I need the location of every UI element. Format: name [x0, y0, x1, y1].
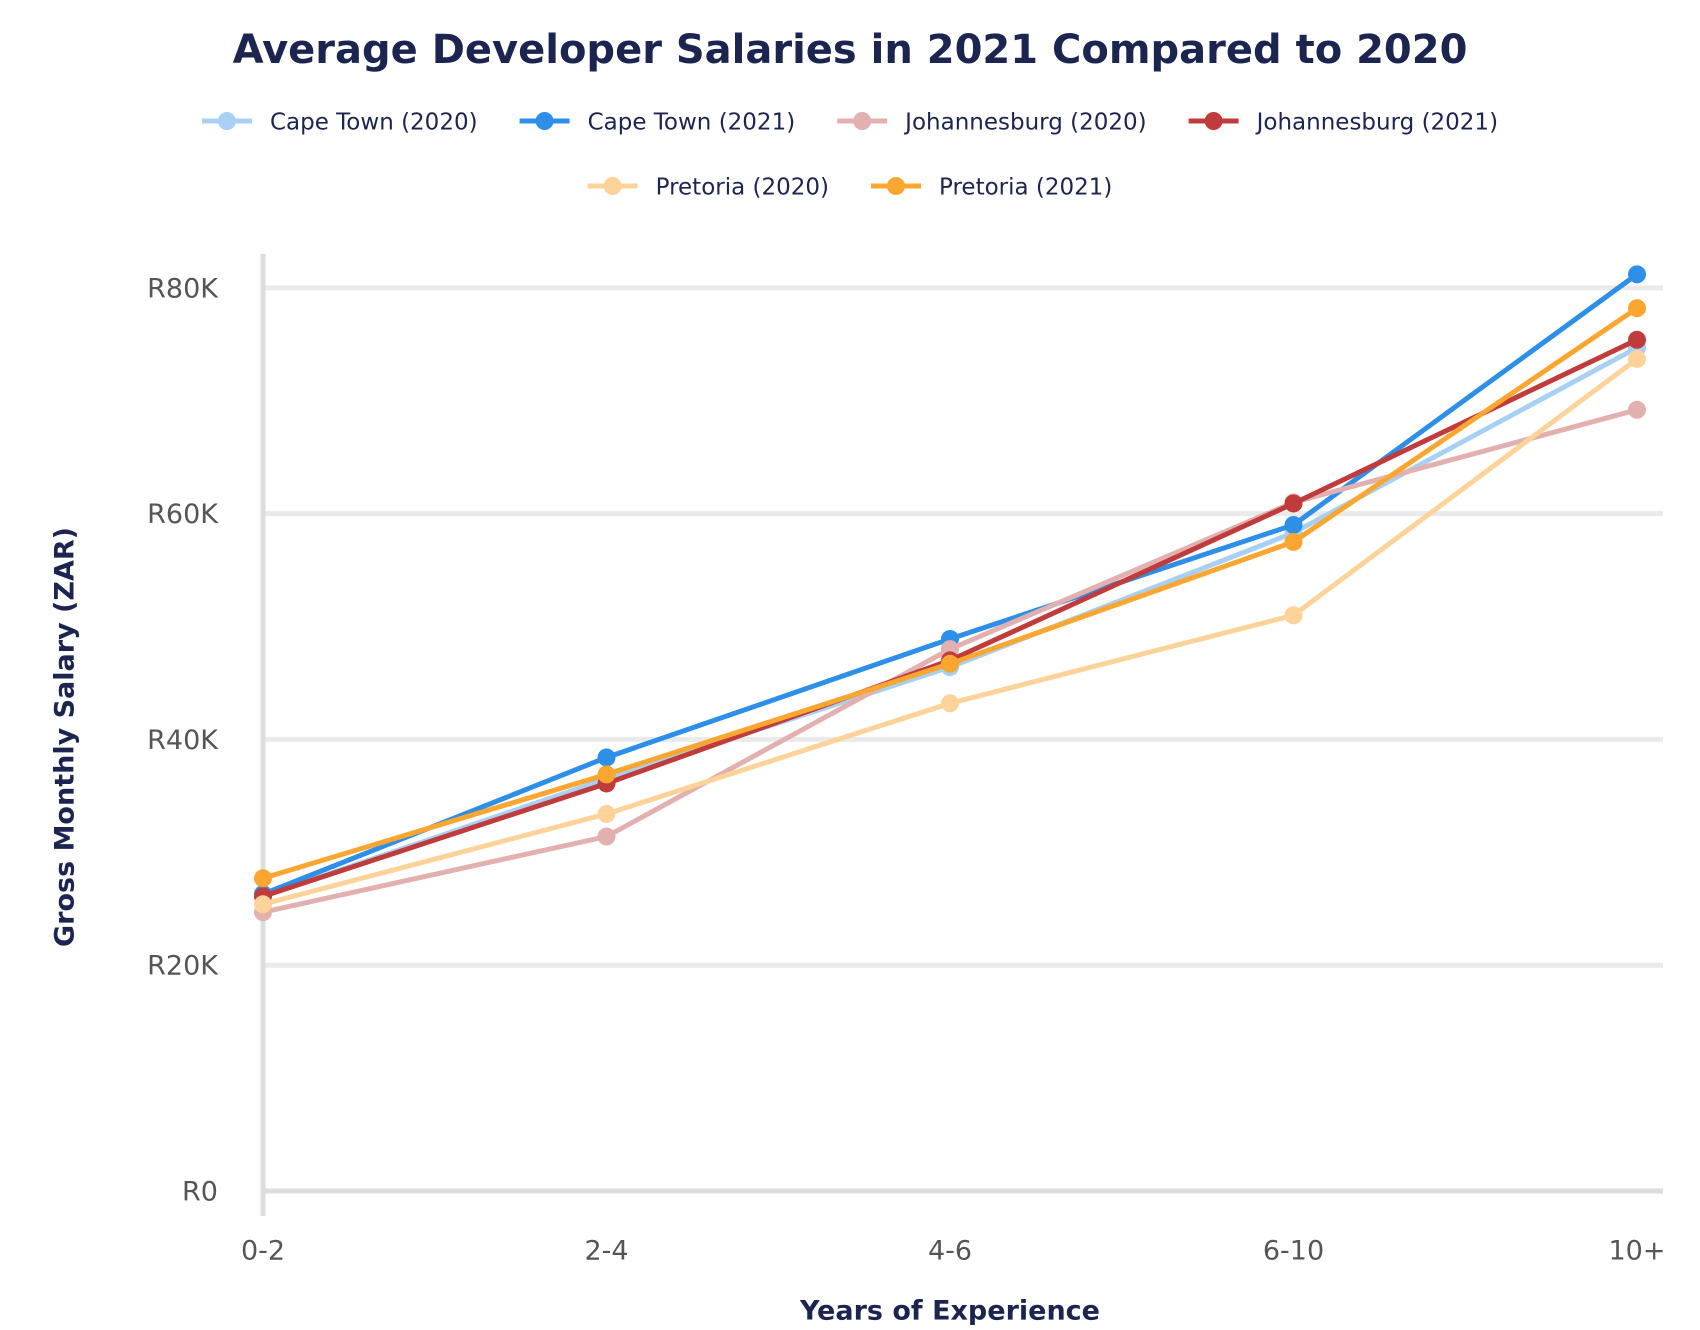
legend-marker	[853, 112, 872, 130]
legend-marker	[535, 112, 554, 130]
legend-label: Pretoria (2021)	[939, 175, 1112, 201]
legend-marker	[1204, 112, 1223, 130]
legend-item: Pretoria (2020)	[587, 175, 829, 201]
legend-marker	[603, 177, 622, 195]
y-tick-label: R0	[182, 1177, 218, 1208]
legend-item: Pretoria (2021)	[871, 175, 1112, 201]
data-point	[254, 895, 272, 914]
data-point	[1284, 532, 1303, 551]
data-point	[1628, 349, 1646, 368]
data-point	[941, 694, 959, 713]
legend-marker	[217, 112, 236, 130]
legend-item: Johannesburg (2021)	[1188, 110, 1498, 136]
data-point	[1284, 494, 1303, 513]
legend-marker	[887, 177, 905, 195]
x-tick-label: 10+	[1609, 1236, 1666, 1267]
y-tick-label: R40K	[147, 725, 219, 756]
legend-label: Cape Town (2021)	[588, 110, 796, 136]
data-point	[1628, 299, 1646, 318]
data-point	[1628, 330, 1646, 349]
data-point	[597, 804, 616, 823]
y-tick-label: R60K	[147, 499, 219, 530]
legend-item: Johannesburg (2020)	[837, 110, 1147, 136]
data-point	[1628, 400, 1646, 419]
x-tick-label: 6-10	[1263, 1236, 1324, 1267]
x-axis-label: Years of Experience	[799, 1296, 1100, 1327]
y-tick-label: R20K	[147, 951, 219, 982]
data-point	[597, 765, 616, 784]
y-axis-label: Gross Monthly Salary (ZAR)	[50, 527, 81, 947]
series-line	[262, 306, 1639, 881]
series-line	[262, 272, 1639, 897]
data-point	[1284, 515, 1303, 534]
data-point	[254, 869, 272, 888]
data-point	[597, 827, 616, 846]
legend-label: Cape Town (2020)	[270, 110, 478, 136]
legend-item: Cape Town (2021)	[519, 110, 796, 136]
data-point	[1628, 265, 1646, 284]
chart-title: Average Developer Salaries in 2021 Compa…	[233, 27, 1468, 73]
legend-item: Cape Town (2020)	[201, 110, 478, 136]
legend-label: Johannesburg (2020)	[903, 110, 1146, 136]
x-tick-label: 0-2	[241, 1236, 285, 1267]
legend-label: Pretoria (2020)	[656, 175, 829, 201]
data-point	[941, 654, 959, 673]
y-tick-label: R80K	[147, 273, 219, 304]
x-tick-label: 2-4	[584, 1236, 628, 1267]
data-point	[1284, 606, 1303, 625]
legend-label: Johannesburg (2021)	[1255, 110, 1498, 136]
x-tick-label: 4-6	[928, 1236, 972, 1267]
data-point	[597, 748, 616, 767]
